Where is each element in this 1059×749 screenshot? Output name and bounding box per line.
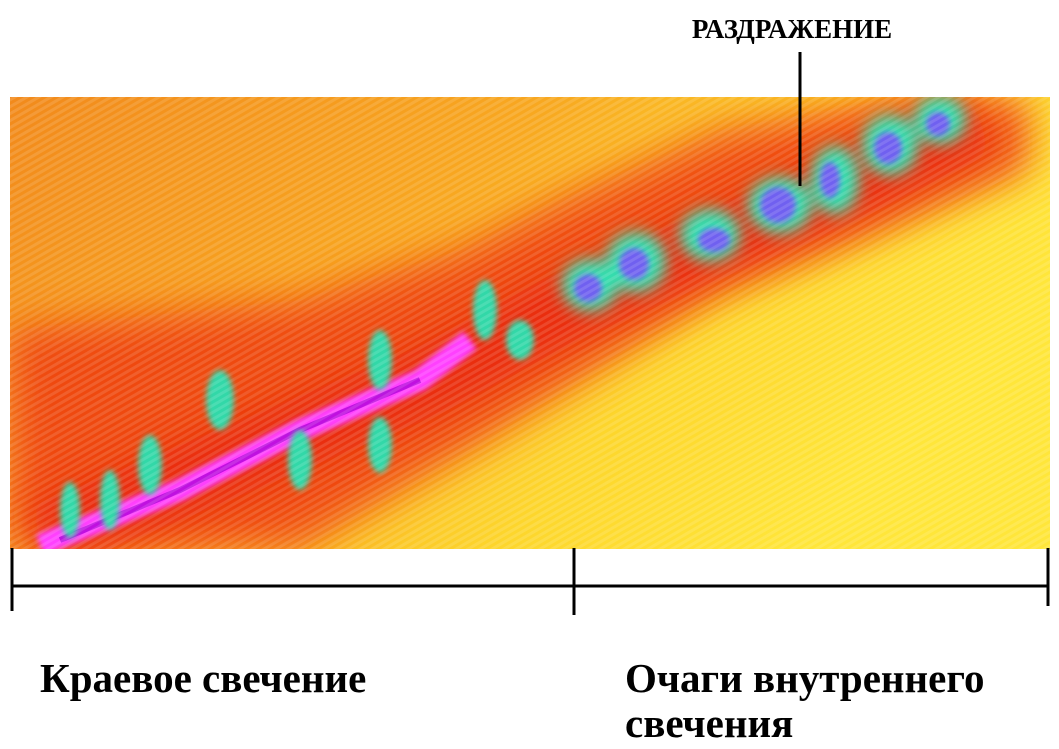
edge-glow-label: Краевое свечение [40, 655, 366, 701]
irritation-label: РАЗДРАЖЕНИЕ [692, 14, 892, 44]
inner-foci-label: Очаги внутреннего [625, 655, 984, 701]
glow-image [10, 97, 1050, 549]
image-texture [10, 97, 1050, 549]
inner-foci-label: свечения [625, 700, 793, 746]
range-bracket [10, 548, 1050, 615]
